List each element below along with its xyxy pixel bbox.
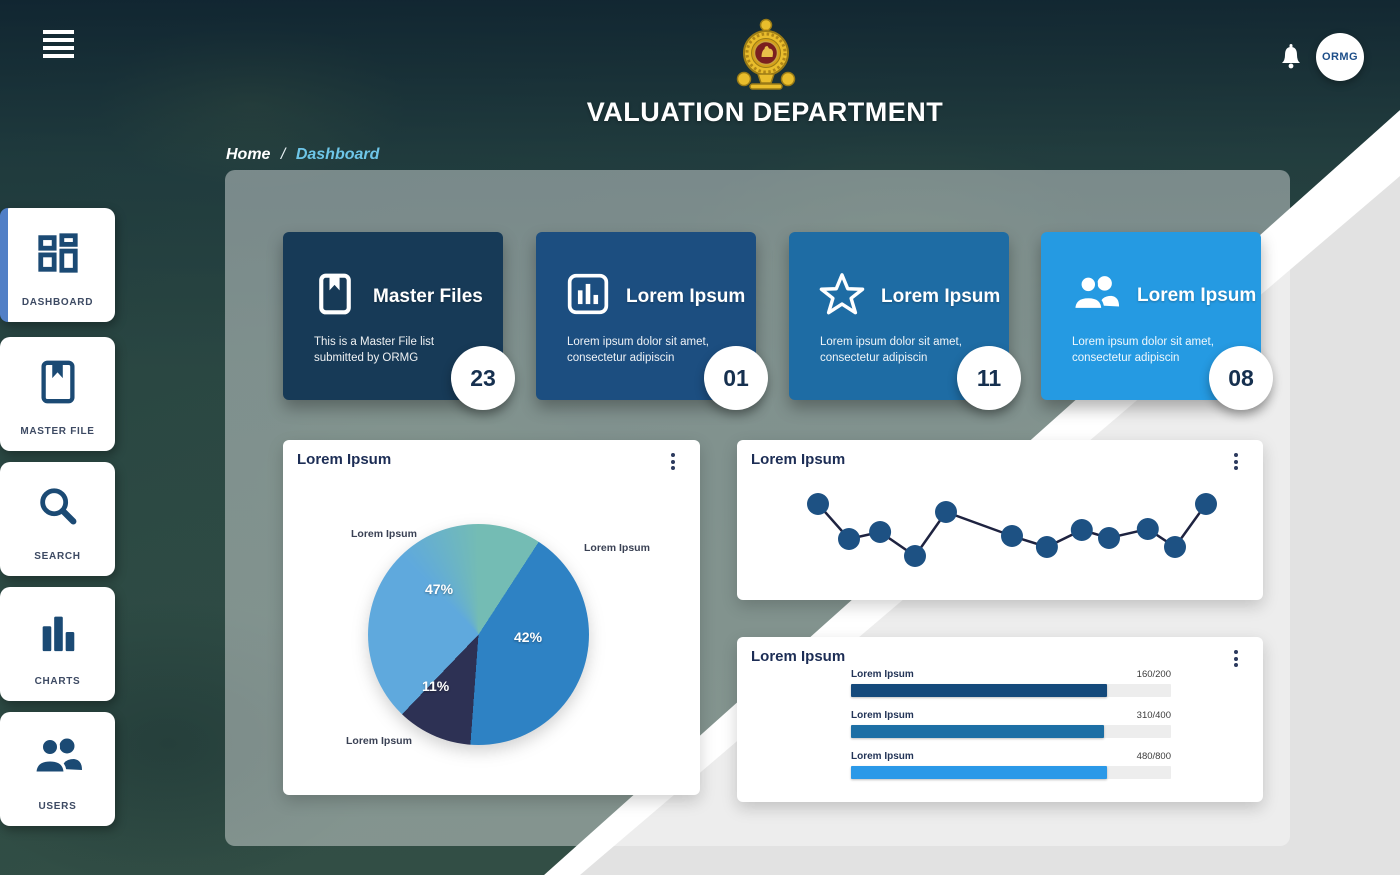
progress-fill: [851, 725, 1104, 738]
card-title: Lorem Ipsum: [297, 451, 392, 468]
progress-row: Lorem Ipsum 310/400: [851, 710, 1171, 738]
stat-card-title: Lorem Ipsum: [626, 285, 746, 307]
progress-track: [851, 725, 1171, 738]
line-chart-card: Lorem Ipsum: [737, 440, 1263, 600]
search-icon: [0, 484, 115, 530]
kebab-menu-icon[interactable]: [666, 453, 680, 473]
book-bookmark-icon: [313, 272, 357, 321]
stat-card-description: This is a Master File list submitted by …: [314, 336, 435, 365]
stat-card-count-badge: 23: [451, 346, 515, 410]
progress-fill: [851, 766, 1107, 779]
card-title: Lorem Ipsum: [751, 648, 846, 665]
pie-slice-label: Lorem Ipsum: [346, 735, 412, 747]
pie-slice-value: 47%: [425, 581, 454, 597]
stat-card-title: Master Files: [373, 285, 483, 307]
progress-label: Lorem Ipsum: [851, 751, 914, 762]
sidebar-item-label: MASTER FILE: [20, 426, 95, 437]
sidebar-item-charts[interactable]: CHARTS: [0, 587, 115, 701]
progress-track: [851, 684, 1171, 697]
kebab-menu-icon[interactable]: [1229, 453, 1243, 473]
page-title: VALUATION DEPARTMENT: [586, 97, 944, 127]
progress-row: Lorem Ipsum 160/200: [851, 669, 1171, 697]
stat-card-count-badge: 01: [704, 346, 768, 410]
sidebar-item-master-file[interactable]: MASTER FILE: [0, 337, 115, 451]
progress-value: 310/400: [1136, 710, 1171, 721]
dashboard-grid-icon: [0, 230, 115, 276]
breadcrumb-current: Dashboard: [295, 146, 380, 163]
progress-label: Lorem Ipsum: [851, 710, 914, 721]
card-title: Lorem Ipsum: [751, 451, 846, 468]
stat-card-title: Lorem Ipsum: [1137, 284, 1257, 306]
pie-slice-label: Lorem Ipsum: [351, 528, 417, 540]
stat-card-lorem-1[interactable]: Lorem Ipsum Lorem ipsum dolor sit amet, …: [536, 232, 768, 410]
stat-card-description: Lorem ipsum dolor sit amet, consectetur …: [567, 336, 709, 365]
pie-slice-label: Lorem Ipsum: [584, 542, 650, 554]
progress-value: 480/800: [1136, 751, 1171, 762]
users-icon: [0, 734, 115, 778]
breadcrumb-separator: /: [280, 146, 286, 163]
progress-fill: [851, 684, 1107, 697]
stat-card-lorem-2[interactable]: Lorem Ipsum Lorem ipsum dolor sit amet, …: [789, 232, 1021, 410]
stat-card-description: Lorem ipsum dolor sit amet, consectetur …: [1072, 336, 1214, 365]
progress-value: 160/200: [1136, 669, 1171, 680]
bar-chart-icon: [0, 609, 115, 655]
sidebar-item-label: USERS: [38, 801, 77, 812]
sidebar-item-dashboard[interactable]: DASHBOARD: [0, 208, 115, 322]
sri-lanka-emblem-icon: [734, 16, 798, 97]
sidebar-item-label: CHARTS: [34, 676, 81, 687]
pie-chart: [368, 524, 589, 745]
progress-card: Lorem Ipsum Lorem Ipsum 160/200 Lorem Ip…: [737, 637, 1263, 802]
hamburger-menu-icon[interactable]: [43, 30, 74, 58]
users-icon: [1071, 272, 1121, 319]
pie-slice-value: 11%: [422, 678, 450, 694]
line-chart-svg: [807, 493, 1217, 567]
book-bookmark-icon: [0, 359, 115, 405]
sidebar-item-label: SEARCH: [34, 551, 81, 562]
sidebar-item-users[interactable]: USERS: [0, 712, 115, 826]
progress-label: Lorem Ipsum: [851, 669, 914, 680]
stat-card-description: Lorem ipsum dolor sit amet, consectetur …: [820, 336, 962, 365]
kebab-menu-icon[interactable]: [1229, 650, 1243, 670]
notification-bell-icon[interactable]: [1278, 42, 1304, 75]
stat-card-count-badge: 08: [1209, 346, 1273, 410]
sidebar-item-label: DASHBOARD: [21, 297, 94, 308]
chart-square-icon: [566, 272, 610, 321]
pie-slice-value: 42%: [514, 629, 543, 645]
breadcrumb-home-link[interactable]: Home: [226, 146, 271, 163]
stat-card-title: Lorem Ipsum: [881, 285, 1001, 307]
star-icon: [819, 272, 865, 321]
stat-card-count-badge: 11: [957, 346, 1021, 410]
breadcrumb: Home / Dashboard: [226, 146, 379, 164]
sidebar-item-search[interactable]: SEARCH: [0, 462, 115, 576]
stat-card-lorem-3[interactable]: Lorem Ipsum Lorem ipsum dolor sit amet, …: [1041, 232, 1273, 410]
progress-track: [851, 766, 1171, 779]
stat-card-master-files[interactable]: Master Files This is a Master File list …: [283, 232, 515, 410]
user-avatar[interactable]: ORMG: [1316, 33, 1364, 81]
pie-chart-card: Lorem Ipsum 47% 42% 11% Lorem Ipsum Lore…: [283, 440, 700, 795]
progress-row: Lorem Ipsum 480/800: [851, 751, 1171, 779]
